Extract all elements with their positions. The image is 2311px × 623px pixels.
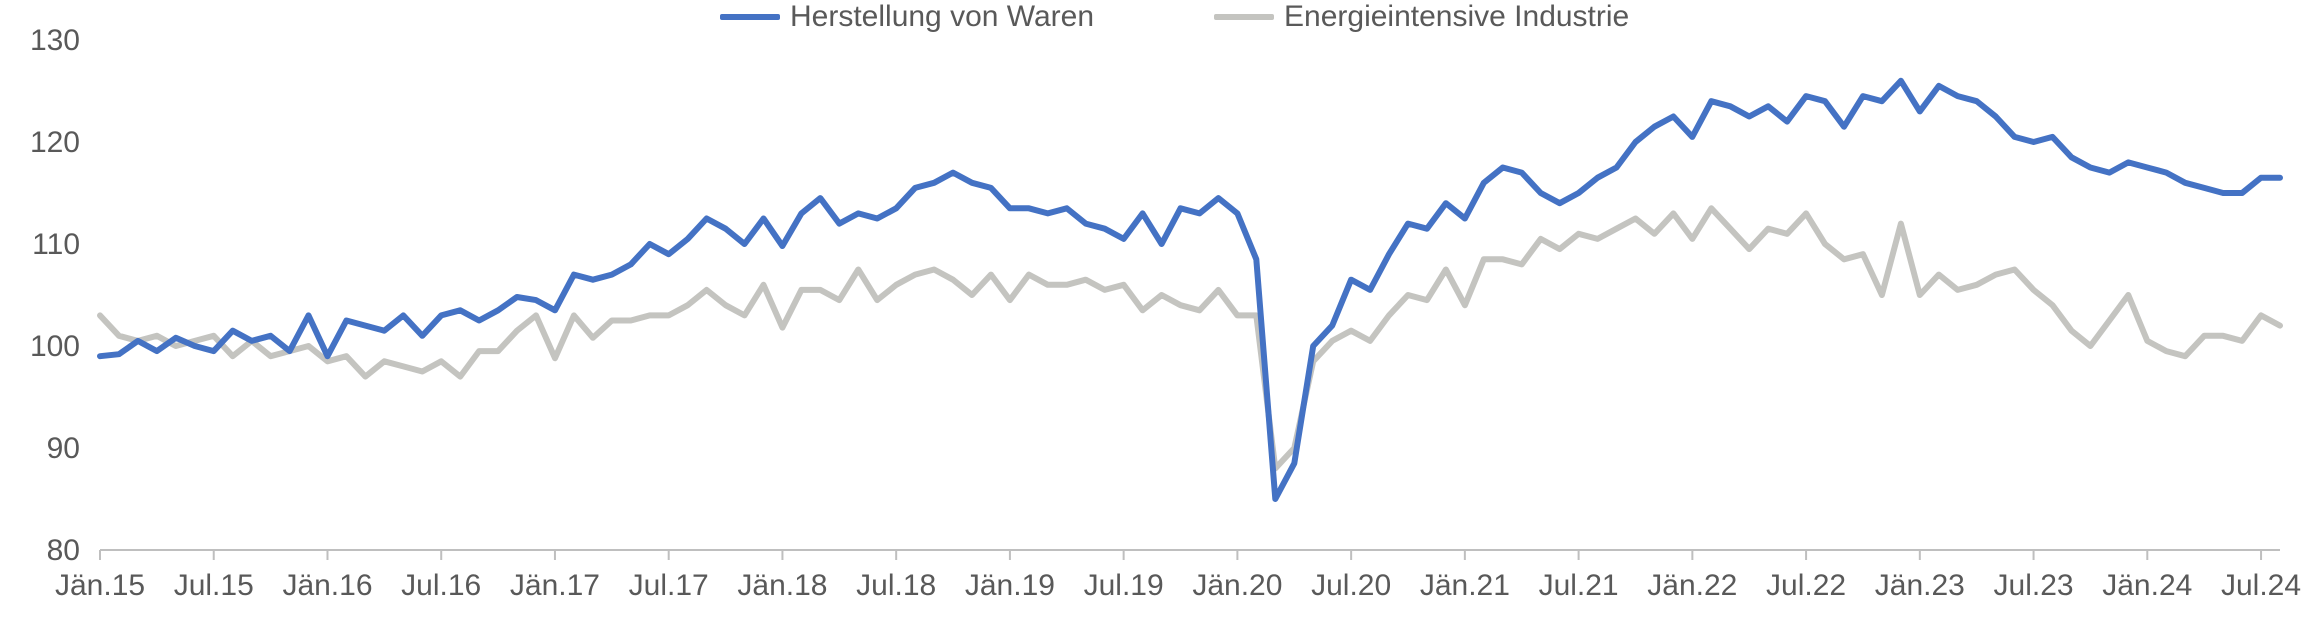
legend: Herstellung von Waren Energieintensive In… — [720, 0, 1629, 34]
x-tick-label: Jul.21 — [1539, 569, 1619, 602]
x-tick-label: Jän.23 — [1875, 569, 1965, 602]
chart-svg: 80 90 100 110 120 130 Jän.15 Jul.15 Jän.16 Jul.16… — [0, 0, 2311, 623]
x-tick-label: Jul.23 — [1994, 569, 2074, 602]
x-tick-label: Jän.16 — [282, 569, 372, 602]
x-tick-label: Jul.15 — [174, 569, 254, 602]
legend-item-1: Energieintensive Industrie — [1214, 0, 1629, 34]
legend-label: Energieintensive Industrie — [1284, 0, 1629, 34]
y-tick-label: 130 — [30, 24, 80, 57]
x-tick-label: Jän.15 — [55, 569, 145, 602]
x-tick-label: Jän.21 — [1420, 569, 1510, 602]
x-tick-label: Jän.22 — [1647, 569, 1737, 602]
x-tick-label: Jän.24 — [2102, 569, 2192, 602]
x-tick-label: Jul.19 — [1084, 569, 1164, 602]
y-tick-label: 90 — [47, 432, 80, 465]
y-tick-label: 110 — [32, 228, 80, 261]
x-tick-label: Jul.24 — [2221, 569, 2301, 602]
x-tick-label: Jul.17 — [629, 569, 709, 602]
x-tick-label: Jul.22 — [1766, 569, 1846, 602]
production-index-chart: Herstellung von Waren Energieintensive In… — [0, 0, 2311, 623]
x-tick-label: Jul.16 — [401, 569, 481, 602]
x-tick-label: Jul.20 — [1311, 569, 1391, 602]
y-tick-label: 80 — [47, 534, 80, 567]
legend-swatch — [720, 14, 780, 20]
x-tick-label: Jul.18 — [856, 569, 936, 602]
legend-swatch — [1214, 14, 1274, 20]
y-tick-label: 120 — [30, 126, 80, 159]
series-line-1 — [100, 208, 2280, 468]
x-tick-label: Jän.19 — [965, 569, 1055, 602]
legend-label: Herstellung von Waren — [790, 0, 1094, 34]
x-tick-label: Jän.20 — [1192, 569, 1282, 602]
x-tick-label: Jän.17 — [510, 569, 600, 602]
y-tick-label: 100 — [30, 330, 80, 363]
x-tick-label: Jän.18 — [737, 569, 827, 602]
legend-item-0: Herstellung von Waren — [720, 0, 1094, 34]
